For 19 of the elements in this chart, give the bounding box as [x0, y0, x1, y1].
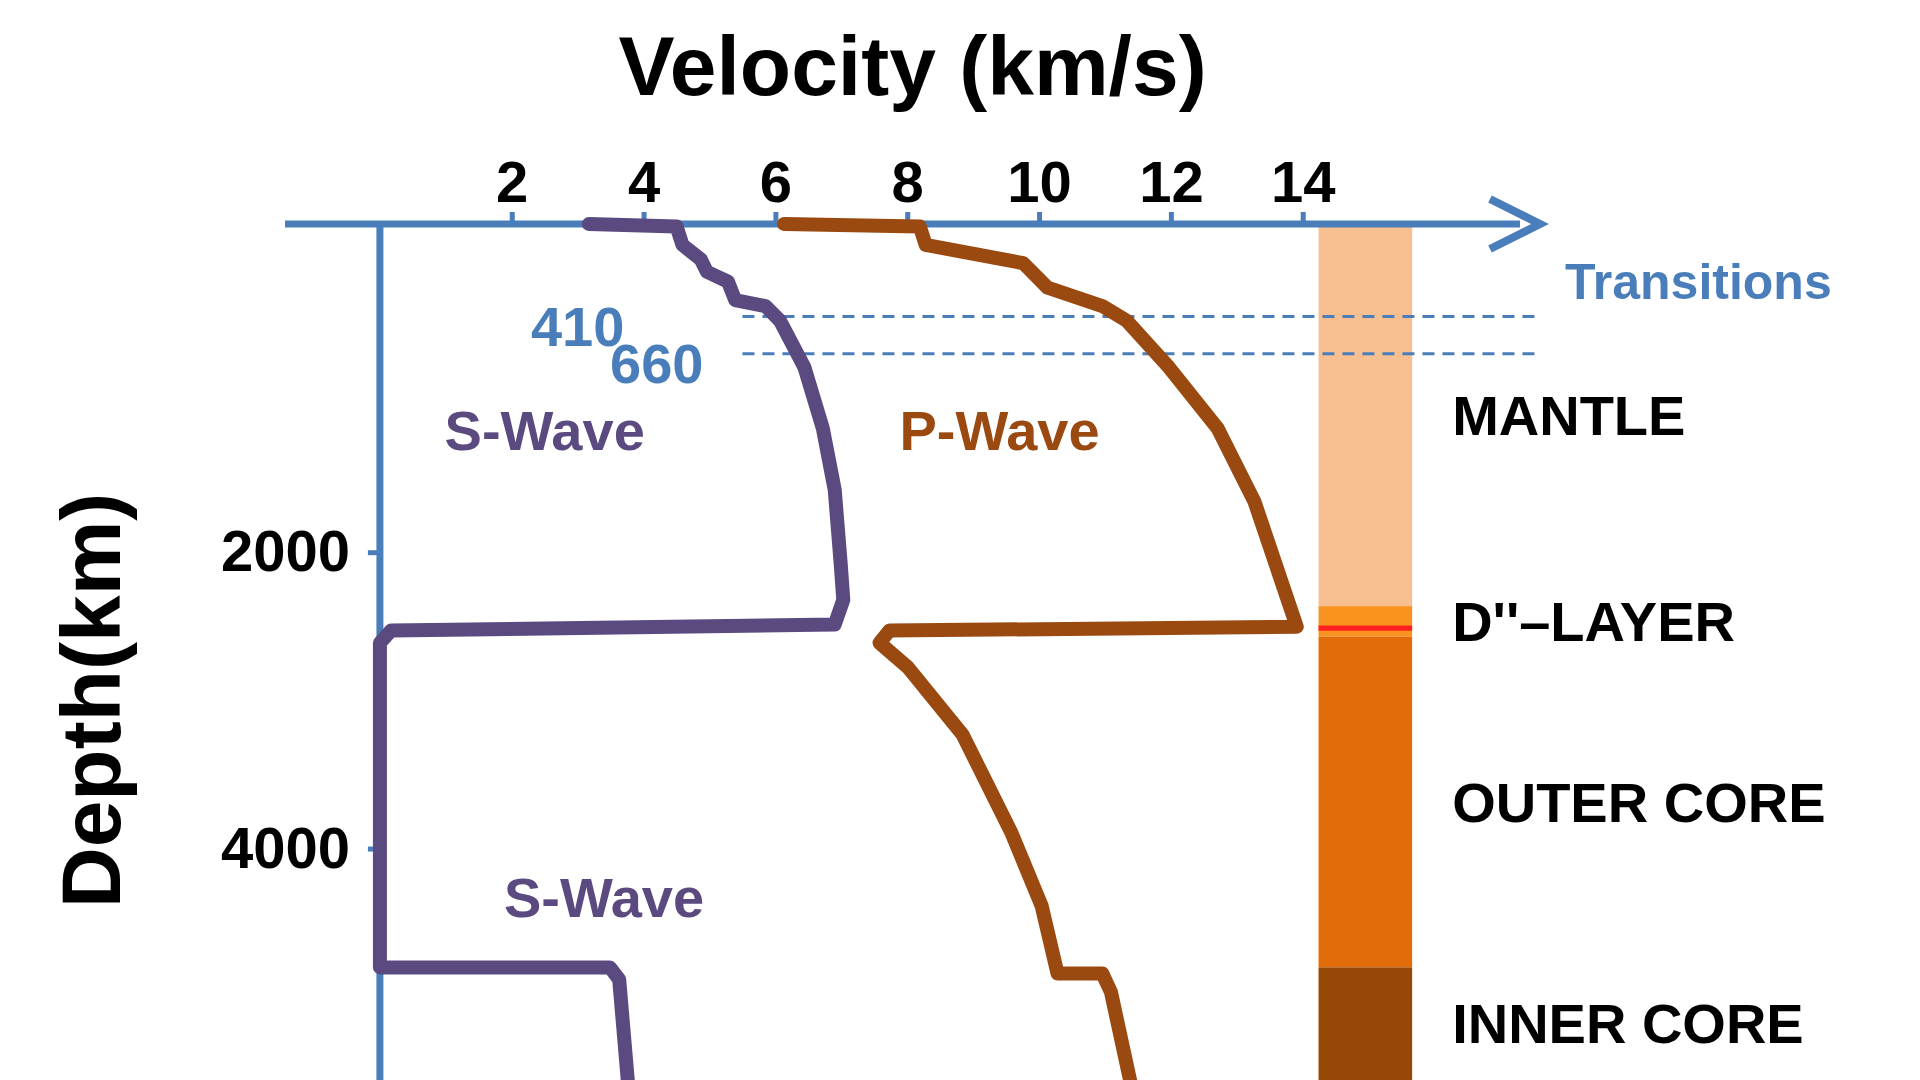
y-axis-title: Depth(km)	[44, 492, 138, 909]
x-tick-label: 6	[759, 149, 793, 214]
series-label: P-Wave	[899, 399, 1100, 463]
y-tick-label: 2000	[220, 518, 350, 584]
x-axis-title: Velocity (km/s)	[618, 19, 1207, 113]
band-label: INNER CORE	[1452, 992, 1804, 1056]
text: Transitions	[1565, 254, 1832, 311]
x-tick-label: 4	[627, 149, 661, 214]
x-tick-label: 10	[1007, 149, 1072, 214]
x-tick-label: 2	[496, 149, 529, 214]
annotation: S-Wave	[503, 866, 705, 930]
x-tick-label: 12	[1139, 149, 1204, 214]
x-tick-label: 8	[891, 149, 924, 214]
band-label: OUTER CORE	[1452, 770, 1826, 834]
band-label: D''–LAYER	[1452, 590, 1735, 653]
y-tick-label: 4000	[220, 814, 350, 880]
band-label: MANTLE	[1452, 383, 1686, 447]
x-tick-label: 14	[1270, 149, 1336, 214]
text: S-Wave	[444, 399, 645, 463]
